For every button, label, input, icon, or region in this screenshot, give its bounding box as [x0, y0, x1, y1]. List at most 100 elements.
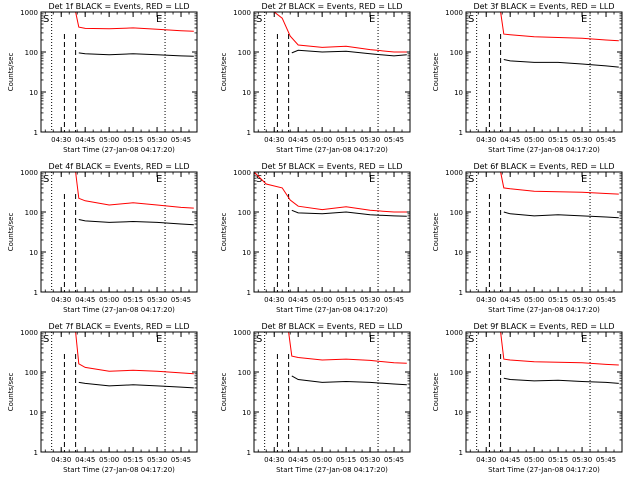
x-tick-label: 04:30: [264, 296, 284, 304]
start-marker: S: [468, 174, 474, 185]
y-tick-label: 1: [459, 449, 463, 457]
x-tick-label: 05:30: [147, 296, 167, 304]
x-tick-label: 04:45: [75, 456, 95, 464]
y-tick-label: 100: [238, 49, 251, 57]
lld-series-line: [500, 171, 619, 195]
plot-frame: [465, 11, 623, 133]
x-tick-label: 05:00: [99, 296, 119, 304]
detector-panel: Det 5f BLACK = Events, RED = LLD Counts/s…: [220, 162, 411, 314]
detector-panel: Det 1f BLACK = Events, RED = LLD Counts/s…: [7, 2, 198, 154]
panel-title: Det 5f BLACK = Events, RED = LLD: [261, 162, 402, 171]
lld-series-line: [75, 171, 194, 209]
x-tick-label: 05:15: [336, 296, 356, 304]
y-tick-label: 100: [450, 369, 463, 377]
x-tick-label: 04:45: [500, 456, 520, 464]
x-tick-label: 04:30: [476, 296, 496, 304]
y-tick-label: 1000: [233, 9, 251, 17]
start-marker: S: [43, 334, 49, 345]
y-axis-label: Counts/sec: [220, 213, 228, 252]
start-marker: S: [256, 174, 262, 185]
y-tick-label: 10: [454, 249, 463, 257]
y-tick-label: 10: [29, 409, 38, 417]
x-tick-label: 05:15: [123, 296, 143, 304]
y-axis-label: Counts/sec: [7, 373, 15, 412]
y-tick-label: 100: [25, 369, 38, 377]
y-axis-label: Counts/sec: [7, 53, 15, 92]
end-marker: E: [581, 174, 587, 185]
events-series-line: [503, 377, 619, 384]
y-axis-label: Counts/sec: [220, 373, 228, 412]
plot-frame: [40, 171, 198, 293]
x-axis-label: Start Time (27-Jan-08 04:17:20): [276, 146, 388, 154]
end-marker: E: [369, 334, 375, 345]
events-series-line: [78, 381, 194, 389]
detector-panel: Det 4f BLACK = Events, RED = LLD Counts/s…: [7, 162, 198, 314]
x-tick-label: 05:00: [312, 456, 332, 464]
x-tick-label: 05:15: [123, 136, 143, 144]
x-tick-label: 05:00: [312, 136, 332, 144]
x-tick-label: 04:45: [288, 456, 308, 464]
x-tick-label: 04:45: [75, 296, 95, 304]
x-tick-label: 05:00: [99, 456, 119, 464]
plot-frame: [253, 11, 411, 133]
x-tick-label: 05:45: [596, 296, 616, 304]
y-tick-label: 10: [454, 89, 463, 97]
y-tick-label: 1: [34, 289, 38, 297]
panel-title: Det 1f BLACK = Events, RED = LLD: [48, 2, 189, 11]
lld-series-line: [75, 331, 194, 375]
x-tick-label: 05:45: [596, 456, 616, 464]
start-marker: S: [468, 14, 474, 25]
x-tick-label: 04:45: [288, 296, 308, 304]
x-tick-label: 04:30: [51, 456, 71, 464]
panel-title: Det 7f BLACK = Events, RED = LLD: [48, 322, 189, 331]
panel-title: Det 6f BLACK = Events, RED = LLD: [473, 162, 614, 171]
y-tick-label: 100: [25, 209, 38, 217]
events-series-line: [503, 59, 619, 68]
plot-frame: [465, 171, 623, 293]
y-tick-label: 1000: [233, 169, 251, 177]
start-marker: S: [43, 14, 49, 25]
start-marker: S: [468, 334, 474, 345]
x-axis-label: Start Time (27-Jan-08 04:17:20): [488, 146, 600, 154]
detector-panel: Det 6f BLACK = Events, RED = LLD Counts/s…: [432, 162, 623, 314]
x-tick-label: 05:30: [147, 136, 167, 144]
panel-title: Det 9f BLACK = Events, RED = LLD: [473, 322, 614, 331]
detector-panel: Det 7f BLACK = Events, RED = LLD Counts/s…: [7, 322, 198, 474]
x-tick-label: 05:15: [548, 136, 568, 144]
x-tick-label: 04:30: [264, 456, 284, 464]
x-tick-label: 05:00: [99, 136, 119, 144]
plot-frame: [465, 331, 623, 453]
x-tick-label: 05:45: [596, 136, 616, 144]
y-tick-label: 10: [242, 89, 251, 97]
lld-series-line: [273, 11, 407, 53]
x-tick-label: 05:30: [360, 456, 380, 464]
panel-title: Det 3f BLACK = Events, RED = LLD: [473, 2, 614, 11]
start-marker: S: [256, 14, 262, 25]
y-tick-label: 1000: [445, 169, 463, 177]
x-tick-label: 05:45: [171, 296, 191, 304]
y-tick-label: 100: [450, 49, 463, 57]
x-tick-label: 04:30: [51, 296, 71, 304]
events-series-line: [291, 375, 407, 386]
x-tick-label: 04:45: [500, 296, 520, 304]
x-tick-label: 04:30: [476, 136, 496, 144]
y-axis-label: Counts/sec: [220, 53, 228, 92]
y-axis-label: Counts/sec: [432, 373, 440, 412]
y-tick-label: 1000: [233, 329, 251, 337]
y-tick-label: 10: [29, 89, 38, 97]
y-tick-label: 10: [242, 249, 251, 257]
lld-series-line: [253, 171, 407, 213]
y-tick-label: 100: [238, 209, 251, 217]
x-tick-label: 05:30: [572, 456, 592, 464]
start-marker: S: [256, 334, 262, 345]
y-axis-label: Counts/sec: [432, 213, 440, 252]
plot-frame: [40, 331, 198, 453]
lld-series-line: [500, 331, 619, 366]
y-tick-label: 1: [247, 449, 251, 457]
y-tick-label: 1000: [445, 9, 463, 17]
start-marker: S: [43, 174, 49, 185]
x-tick-label: 05:45: [171, 456, 191, 464]
x-tick-label: 04:30: [476, 456, 496, 464]
x-tick-label: 05:45: [384, 136, 404, 144]
x-tick-label: 05:30: [572, 136, 592, 144]
